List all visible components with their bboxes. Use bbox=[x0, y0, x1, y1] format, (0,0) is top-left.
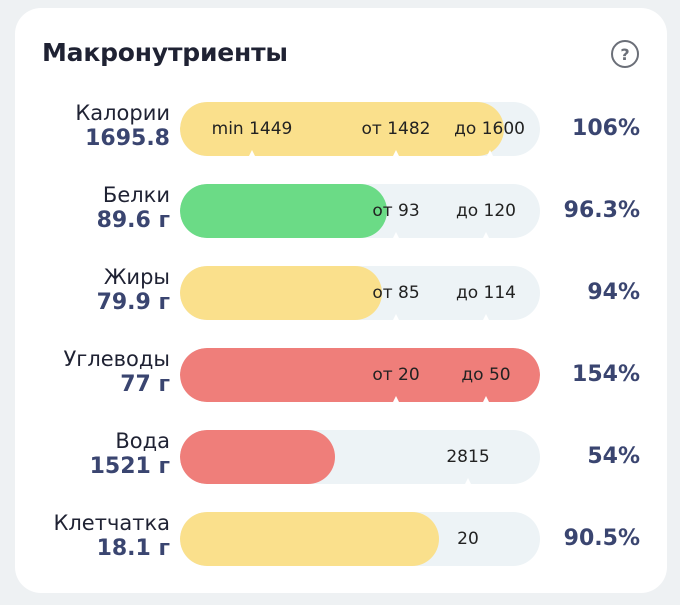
nutrient-name: Жиры bbox=[103, 265, 170, 289]
nutrient-value: 79.9 г bbox=[96, 290, 170, 315]
progress-fill bbox=[180, 102, 504, 156]
nutrient-name: Клетчатка bbox=[53, 511, 170, 535]
nutrient-row: Углеводы 77 г от 20 до 50 154% bbox=[0, 347, 680, 407]
target-tick bbox=[465, 478, 471, 484]
target-tick bbox=[483, 314, 489, 320]
nutrient-value: 89.6 г bbox=[96, 208, 170, 233]
nutrient-percent: 96.3% bbox=[563, 198, 640, 223]
target-label: 20 bbox=[457, 529, 479, 549]
target-label: min 1449 bbox=[211, 119, 293, 139]
nutrient-percent: 94% bbox=[587, 280, 640, 305]
target-label: до 114 bbox=[455, 283, 517, 303]
target-tick bbox=[393, 150, 399, 156]
target-label: до 50 bbox=[461, 365, 511, 385]
target-label: до 1600 bbox=[454, 119, 526, 139]
progress-track: 20 bbox=[180, 512, 540, 566]
nutrient-name: Углеводы bbox=[63, 347, 171, 371]
progress-track: от 85 до 114 bbox=[180, 266, 540, 320]
help-icon[interactable]: ? bbox=[611, 40, 639, 68]
target-tick bbox=[393, 314, 399, 320]
nutrient-value: 1695.8 bbox=[85, 126, 170, 151]
progress-fill bbox=[180, 266, 382, 320]
nutrient-row: Вода 1521 г 2815 54% bbox=[0, 429, 680, 489]
progress-track: min 1449 от 1482 до 1600 bbox=[180, 102, 540, 156]
progress-fill bbox=[180, 184, 387, 238]
target-tick bbox=[393, 396, 399, 402]
target-label: от 1482 bbox=[361, 119, 431, 139]
nutrient-row: Клетчатка 18.1 г 20 90.5% bbox=[0, 511, 680, 571]
progress-fill bbox=[180, 348, 540, 402]
nutrient-name: Белки bbox=[102, 183, 170, 207]
nutrient-row: Калории 1695.8 min 1449 от 1482 до 1600 106% bbox=[0, 101, 680, 161]
target-label: от 85 bbox=[372, 283, 420, 303]
nutrient-row: Жиры 79.9 г от 85 до 114 94% bbox=[0, 265, 680, 325]
target-label: от 93 bbox=[372, 201, 420, 221]
progress-track: от 20 до 50 bbox=[180, 348, 540, 402]
target-label: до 120 bbox=[455, 201, 517, 221]
progress-track: от 93 до 120 bbox=[180, 184, 540, 238]
target-tick bbox=[249, 150, 255, 156]
card-title: Макронутриенты bbox=[42, 38, 288, 67]
progress-fill bbox=[180, 430, 335, 484]
nutrient-percent: 106% bbox=[572, 116, 640, 141]
nutrient-row: Белки 89.6 г от 93 до 120 96.3% bbox=[0, 183, 680, 243]
target-tick bbox=[483, 396, 489, 402]
progress-fill bbox=[180, 512, 439, 566]
progress-track: 2815 bbox=[180, 430, 540, 484]
nutrient-value: 77 г bbox=[120, 372, 170, 397]
target-tick bbox=[393, 232, 399, 238]
nutrient-name: Калории bbox=[75, 101, 170, 125]
nutrient-name: Вода bbox=[115, 429, 170, 453]
target-tick bbox=[486, 150, 493, 156]
nutrient-percent: 154% bbox=[572, 362, 640, 387]
target-label: от 20 bbox=[372, 365, 420, 385]
nutrient-percent: 54% bbox=[587, 444, 640, 469]
target-label: 2815 bbox=[446, 447, 490, 467]
nutrient-percent: 90.5% bbox=[563, 526, 640, 551]
nutrient-value: 18.1 г bbox=[96, 536, 170, 561]
nutrient-value: 1521 г bbox=[89, 454, 170, 479]
target-tick bbox=[483, 232, 489, 238]
